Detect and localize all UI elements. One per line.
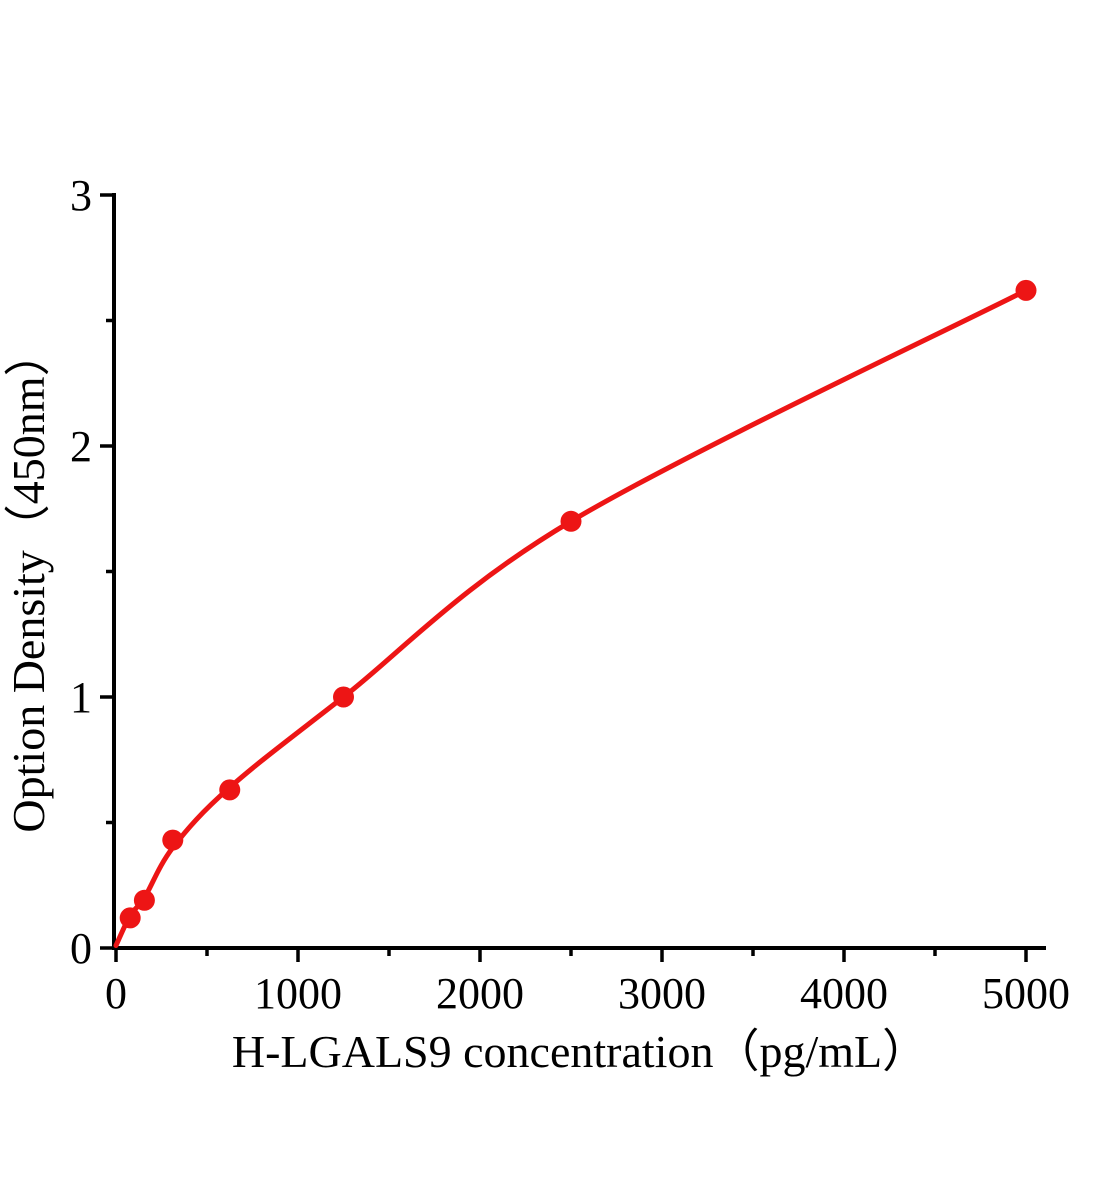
- x-tick-label: 0: [105, 969, 127, 1018]
- y-tick-label: 1: [70, 673, 92, 722]
- data-point-marker: [560, 510, 582, 532]
- x-tick-label: 1000: [254, 969, 342, 1018]
- data-point-marker: [219, 779, 241, 801]
- y-tick-labels: 0 1 2 3: [70, 171, 92, 973]
- data-point-marker: [1015, 279, 1037, 301]
- data-point-marker: [162, 829, 184, 851]
- x-tick-label: 2000: [436, 969, 524, 1018]
- y-tick-label: 0: [70, 924, 92, 973]
- data-point-marker: [119, 907, 141, 929]
- x-tick-label: 3000: [618, 969, 706, 1018]
- x-tick-labels: 0 1000 2000 3000 4000 5000: [105, 969, 1070, 1018]
- x-tick-label: 5000: [982, 969, 1070, 1018]
- x-tick-label: 4000: [800, 969, 888, 1018]
- x-axis-title: H-LGALS9 concentration（pg/mL）: [232, 1026, 928, 1077]
- axis-ticks: [100, 193, 1028, 962]
- y-axis-title: Option Density（450nm）: [3, 330, 54, 832]
- data-points: [119, 279, 1037, 929]
- axes: [112, 193, 1046, 950]
- y-tick-label: 2: [70, 422, 92, 471]
- data-point-marker: [133, 889, 155, 911]
- data-point-marker: [333, 686, 354, 708]
- fit-curve-line: [113, 287, 1029, 948]
- y-tick-label: 3: [70, 171, 92, 220]
